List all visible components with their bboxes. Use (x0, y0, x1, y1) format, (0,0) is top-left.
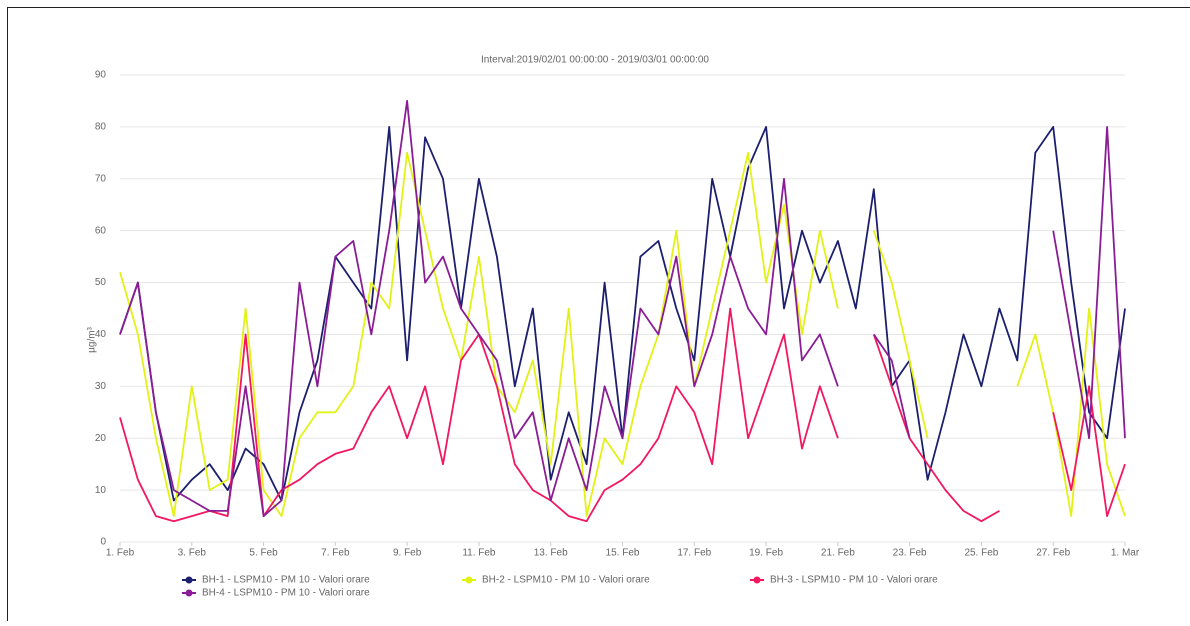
series-line (120, 309, 1125, 522)
x-tick-label: 19. Feb (749, 548, 783, 559)
x-tick-label: 17. Feb (677, 548, 711, 559)
x-tick-label: 15. Feb (606, 548, 640, 559)
y-tick-label: 20 (95, 433, 107, 444)
series-line (120, 127, 1125, 501)
legend-marker (754, 577, 761, 584)
x-tick-label: 7. Feb (321, 548, 350, 559)
y-tick-label: 60 (95, 225, 107, 236)
x-tick-label: 21. Feb (821, 548, 855, 559)
y-tick-label: 10 (95, 485, 107, 496)
series-line (120, 101, 1125, 516)
x-tick-label: 3. Feb (178, 548, 207, 559)
y-tick-label: 30 (95, 381, 107, 392)
x-tick-label: 27. Feb (1036, 548, 1070, 559)
x-tick-label: 1. Mar (1111, 548, 1140, 559)
y-tick-label: 90 (95, 70, 107, 81)
y-tick-label: 40 (95, 329, 107, 340)
x-tick-label: 23. Feb (893, 548, 927, 559)
legend-label: BH-4 - LSPM10 - PM 10 - Valori orare (202, 588, 370, 599)
legend-marker (186, 590, 193, 597)
x-tick-label: 5. Feb (249, 548, 278, 559)
legend-label: BH-3 - LSPM10 - PM 10 - Valori orare (770, 575, 938, 586)
chart-title: Interval:2019/02/01 00:00:00 - 2019/03/0… (481, 55, 709, 66)
x-tick-label: 9. Feb (393, 548, 422, 559)
frame (8, 8, 1190, 622)
y-tick-label: 80 (95, 122, 107, 133)
legend-marker (466, 577, 473, 584)
legend-marker (186, 577, 193, 584)
y-tick-label: 0 (100, 537, 106, 548)
x-tick-label: 11. Feb (462, 548, 496, 559)
x-tick-label: 25. Feb (964, 548, 998, 559)
legend-label: BH-2 - LSPM10 - PM 10 - Valori orare (482, 575, 650, 586)
x-tick-label: 13. Feb (534, 548, 568, 559)
y-tick-label: 50 (95, 277, 107, 288)
legend-label: BH-1 - LSPM10 - PM 10 - Valori orare (202, 575, 370, 586)
y-tick-label: 70 (95, 173, 107, 184)
x-tick-label: 1. Feb (106, 548, 135, 559)
